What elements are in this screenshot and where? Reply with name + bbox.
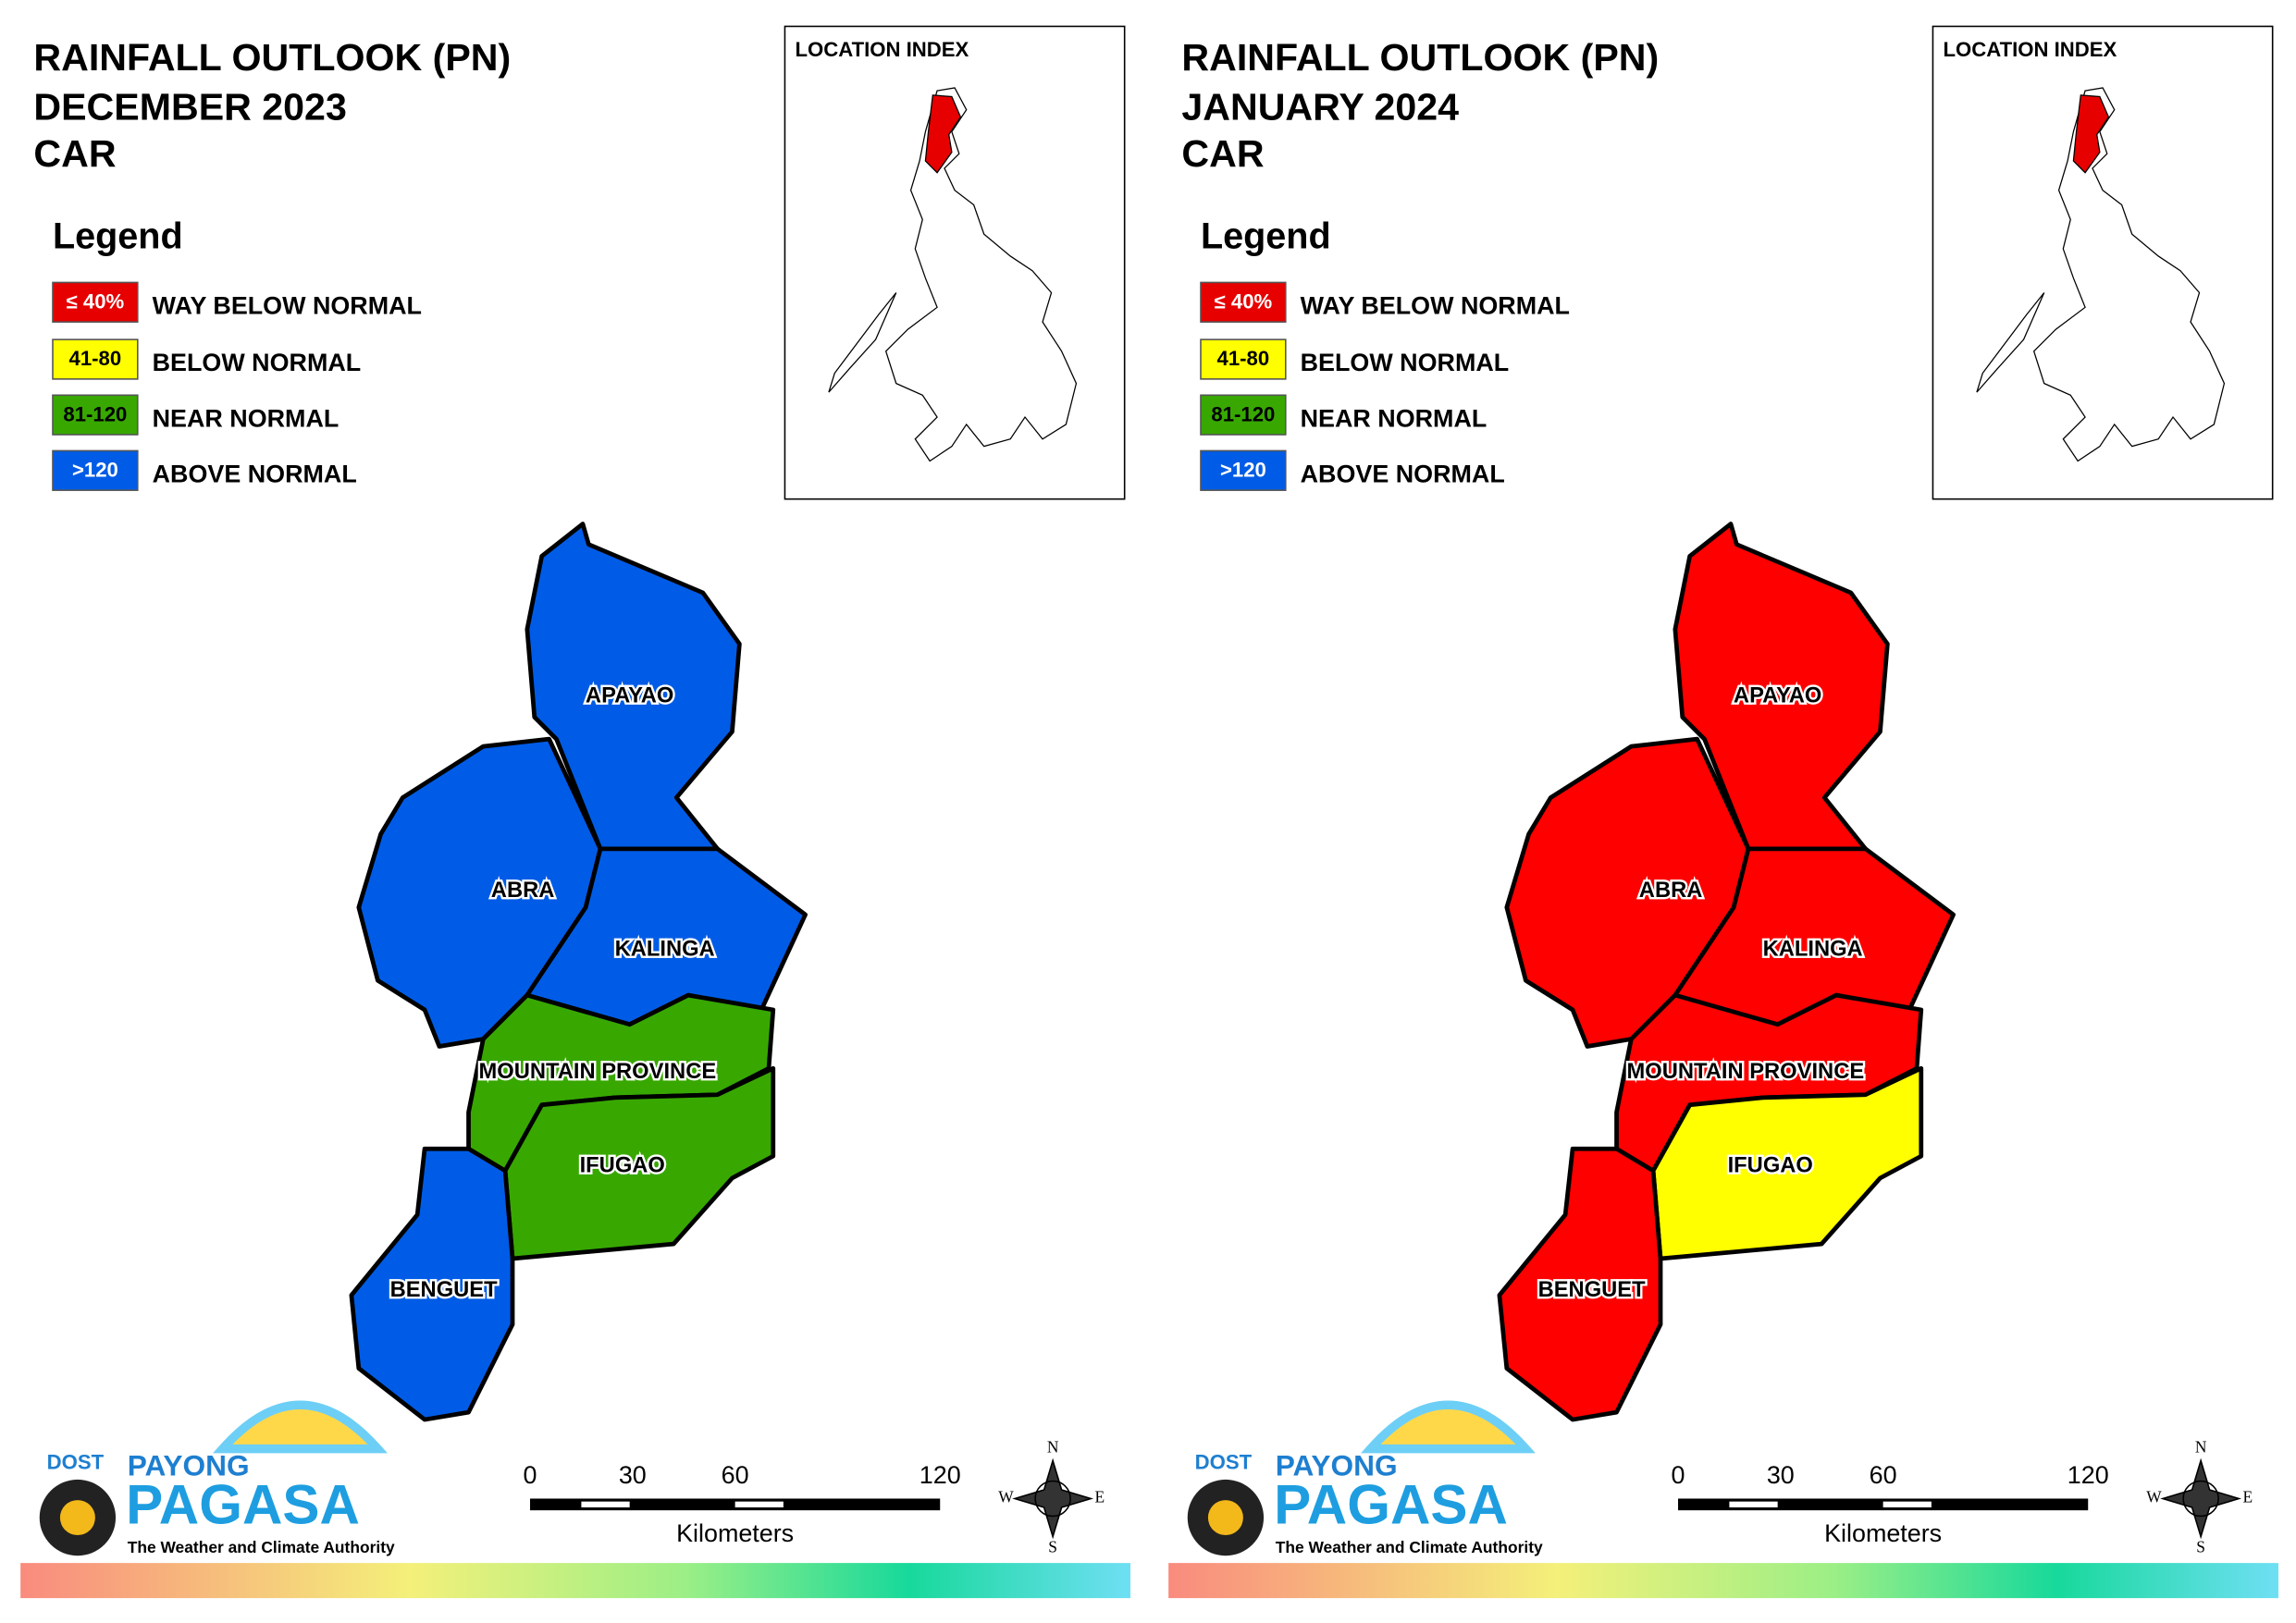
legend-range: ≤ 40% (1215, 289, 1273, 313)
legend-range: >120 (72, 458, 118, 481)
province-label: APAYAO (1734, 684, 1821, 708)
scale-tick-label: 30 (1767, 1461, 1795, 1489)
title-line: DECEMBER 2023 (33, 86, 346, 129)
logo-dost: DOST (1195, 1450, 1253, 1473)
location-highlight (2072, 94, 2110, 174)
compass-letter: S (2196, 1537, 2205, 1555)
legend-swatch (1200, 338, 1287, 380)
scale-tick-label: 60 (722, 1461, 749, 1489)
scale-unit: Kilometers (676, 1519, 794, 1547)
scale-tick-label: 120 (920, 1461, 961, 1489)
compass-ring (1034, 1480, 1071, 1518)
scale-tick-label: 120 (2068, 1461, 2109, 1489)
legend-title: Legend (1201, 215, 1331, 256)
province-label: APAYAO (586, 684, 673, 708)
legend-swatch (52, 281, 139, 323)
logo-payong: PAYONG (1276, 1449, 1398, 1482)
legend-label: WAY BELOW NORMAL (153, 291, 422, 319)
legend-swatch (52, 338, 139, 380)
province-label: BENGUET (1538, 1278, 1647, 1302)
scale-tick-label: 30 (619, 1461, 647, 1489)
compass-rose (1012, 1457, 1094, 1540)
province (1497, 1146, 1663, 1422)
logo-tagline: The Weather and Climate Authority (1276, 1538, 1543, 1556)
color-strip (1168, 1563, 2279, 1599)
logo-seal-inner (59, 1500, 95, 1536)
legend-range: 81-120 (63, 402, 127, 425)
scale-segment (581, 1501, 630, 1507)
title-line: RAINFALL OUTLOOK (PN) (1181, 36, 1659, 79)
legend-title: Legend (53, 215, 183, 256)
title-line: CAR (33, 132, 116, 175)
compass-letter: N (2195, 1438, 2207, 1457)
legend-swatch (1200, 394, 1287, 436)
legend-label: BELOW NORMAL (1301, 349, 1510, 376)
logo-seal-inner (1207, 1500, 1243, 1536)
province-label: ABRA (1639, 879, 1703, 903)
logo-tagline: The Weather and Climate Authority (128, 1538, 395, 1556)
legend-range: 81-120 (1211, 402, 1275, 425)
legend-range: >120 (1220, 458, 1266, 481)
compass-letter: W (998, 1487, 1014, 1506)
compass-rose (2160, 1457, 2242, 1540)
legend-range: ≤ 40% (67, 289, 125, 313)
scale-tick-label: 0 (524, 1461, 537, 1489)
title-line: JANUARY 2024 (1181, 86, 1459, 129)
scale-segment (1729, 1501, 1778, 1507)
legend-label: NEAR NORMAL (153, 404, 339, 432)
logo-dost: DOST (47, 1450, 105, 1473)
logo-umbrella (1361, 1400, 1536, 1454)
legend-label: NEAR NORMAL (1301, 404, 1487, 432)
legend-swatch (52, 449, 139, 491)
title-line: RAINFALL OUTLOOK (PN) (33, 36, 511, 79)
province-label: MOUNTAIN PROVINCE (1626, 1060, 1864, 1084)
logo-umbrella (213, 1400, 388, 1454)
logo-payong: PAYONG (128, 1449, 250, 1482)
legend-label: ABOVE NORMAL (153, 460, 357, 487)
province (525, 522, 742, 852)
location-outline (828, 87, 1078, 462)
scale-unit: Kilometers (1824, 1519, 1942, 1547)
legend-swatch (1200, 281, 1287, 323)
scale-segment (1882, 1501, 1932, 1507)
legend-label: BELOW NORMAL (153, 349, 362, 376)
logo-pagasa: PAGASA (126, 1473, 360, 1535)
province-label: ABRA (491, 879, 555, 903)
scale-tick-label: 0 (1672, 1461, 1685, 1489)
scale-segment (734, 1501, 784, 1507)
compass-ring (2182, 1480, 2219, 1518)
compass-letter: E (2242, 1487, 2253, 1506)
legend-range: 41-80 (1217, 347, 1270, 370)
province (1673, 522, 1890, 852)
color-strip (20, 1563, 1131, 1599)
legend-swatch (52, 394, 139, 436)
province-label: IFUGAO (580, 1154, 665, 1178)
province-label: KALINGA (615, 937, 715, 961)
compass-letter: S (1048, 1537, 1057, 1555)
scale-bar (530, 1498, 941, 1511)
legend-label: WAY BELOW NORMAL (1301, 291, 1570, 319)
location-title: LOCATION INDEX (796, 38, 969, 61)
province-label: IFUGAO (1728, 1154, 1813, 1178)
scale-bar (1678, 1498, 2089, 1511)
location-outline (1976, 87, 2226, 462)
province-label: BENGUET (390, 1278, 499, 1302)
compass-letter: E (1094, 1487, 1105, 1506)
scale-tick-label: 60 (1870, 1461, 1897, 1489)
province (349, 1146, 515, 1422)
title-line: CAR (1181, 132, 1264, 175)
compass-letter: W (2146, 1487, 2162, 1506)
province-label: MOUNTAIN PROVINCE (478, 1060, 716, 1084)
location-highlight (924, 94, 962, 174)
province-label: KALINGA (1763, 937, 1863, 961)
compass-letter: N (1047, 1438, 1059, 1457)
legend-range: 41-80 (69, 347, 122, 370)
logo-pagasa: PAGASA (1274, 1473, 1508, 1535)
location-title: LOCATION INDEX (1944, 38, 2117, 61)
legend-swatch (1200, 449, 1287, 491)
legend-label: ABOVE NORMAL (1301, 460, 1505, 487)
